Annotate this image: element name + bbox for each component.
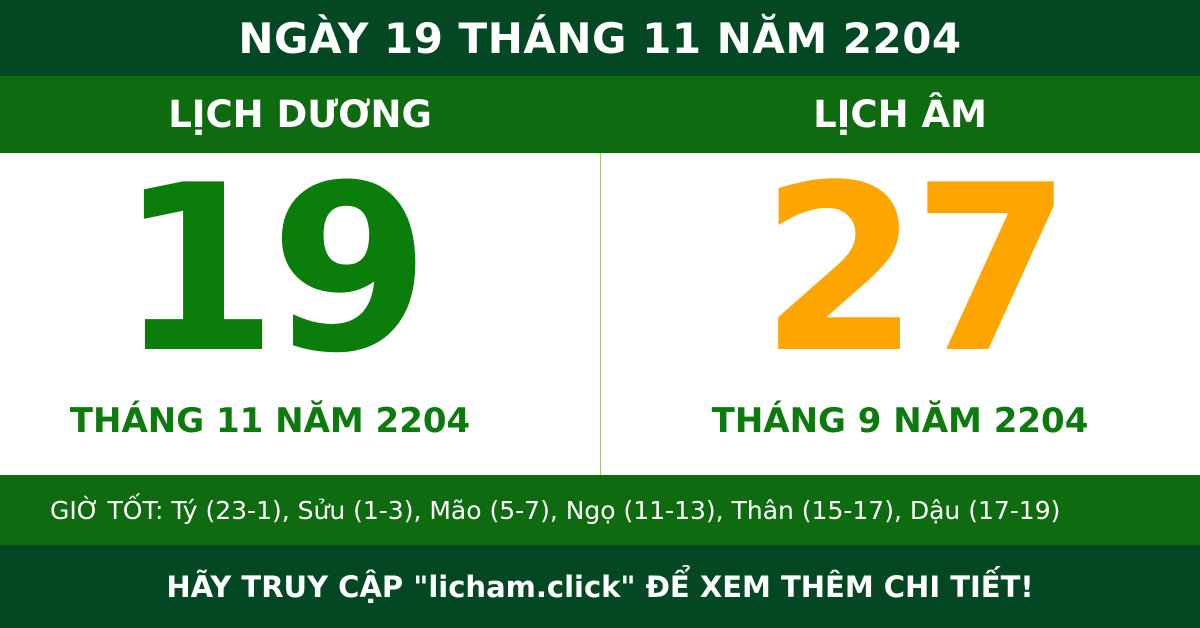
solar-day: 19 (117, 137, 430, 404)
page-title: NGÀY 19 THÁNG 11 NĂM 2204 (0, 0, 1200, 76)
lunar-label: LỊCH ÂM (813, 93, 987, 136)
solar-label: LỊCH DƯƠNG (168, 93, 432, 136)
footer-cta: HÃY TRUY CẬP "licham.click" ĐỂ XEM THÊM … (0, 545, 1200, 628)
solar-month-year: THÁNG 11 NĂM 2204 (69, 401, 471, 441)
lunar-month-year: THÁNG 9 NĂM 2204 (711, 401, 1089, 441)
lunar-day: 27 (759, 137, 1072, 404)
good-hours: GIỜ TỐT: Tý (23-1), Sửu (1-3), Mão (5-7)… (0, 475, 1200, 545)
solar-column: 19 THÁNG 11 NĂM 2204 (0, 153, 570, 475)
calendar-header: LỊCH DƯƠNG LỊCH ÂM (0, 76, 1200, 153)
divider (600, 153, 601, 475)
lunar-column: 27 THÁNG 9 NĂM 2204 (600, 153, 1200, 475)
